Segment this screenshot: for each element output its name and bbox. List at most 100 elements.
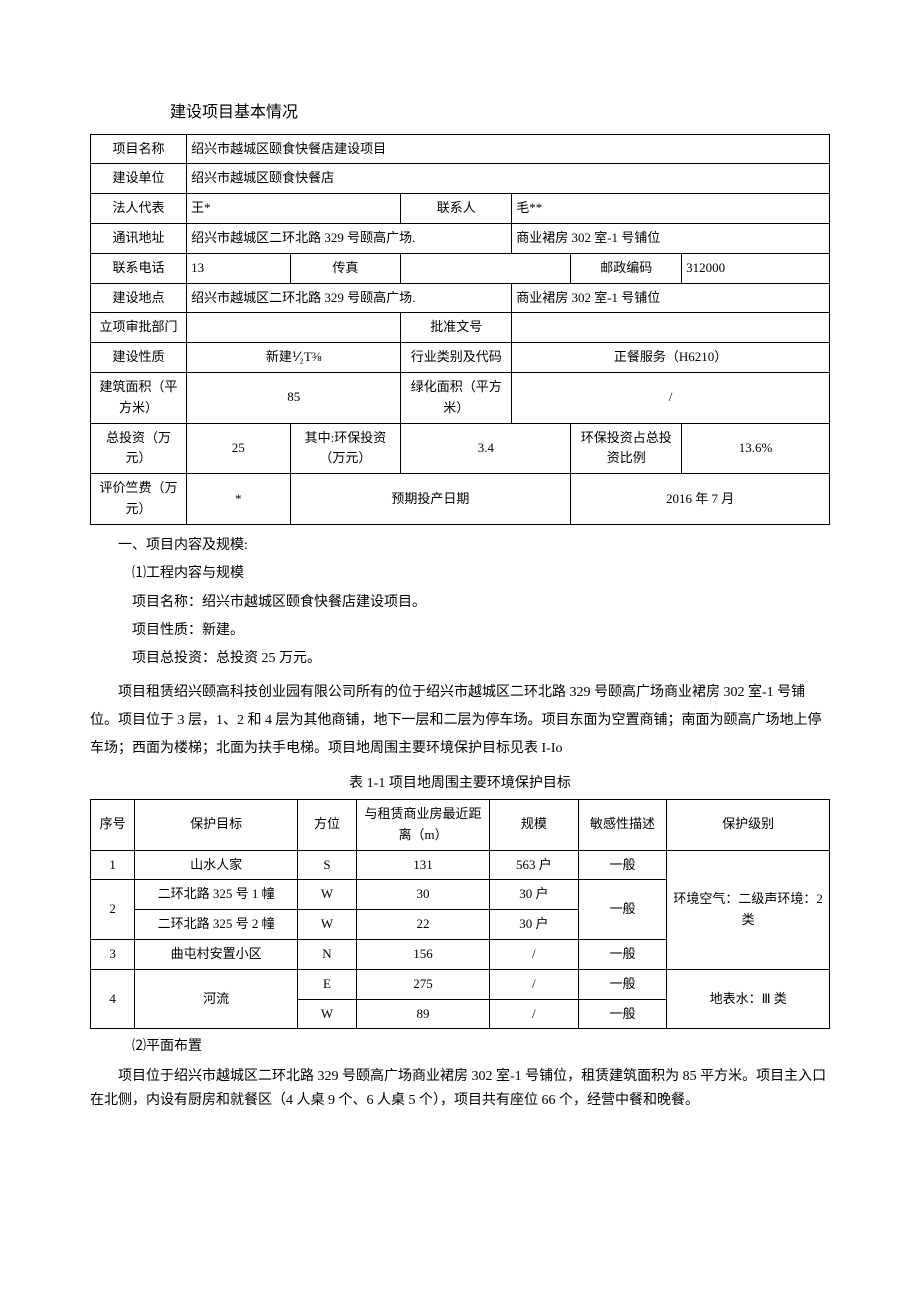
cell-value: 新建⅟₂T⅜ bbox=[187, 343, 401, 373]
cell-value: 毛** bbox=[512, 194, 830, 224]
td: W bbox=[297, 999, 356, 1029]
td: 一般 bbox=[578, 850, 667, 880]
table-row: 通讯地址 绍兴市越城区二环北路 329 号颐高广场. 商业裙房 302 室-1 … bbox=[91, 223, 830, 253]
cell-value: 绍兴市越城区二环北路 329 号颐高广场. bbox=[187, 223, 512, 253]
td: 4 bbox=[91, 969, 135, 1029]
td: 131 bbox=[357, 850, 490, 880]
td: 1 bbox=[91, 850, 135, 880]
td: 30 户 bbox=[490, 910, 579, 940]
th: 与租赁商业房最近距离（m） bbox=[357, 800, 490, 851]
table-row: 建设性质 新建⅟₂T⅜ 行业类别及代码 正餐服务（H6210） bbox=[91, 343, 830, 373]
cell-label: 评价竺费（万元） bbox=[91, 474, 187, 525]
body-para: 项目名称：绍兴市越城区颐食快餐店建设项目。 bbox=[90, 592, 830, 614]
cell-label: 行业类别及代码 bbox=[401, 343, 512, 373]
table-row: 总投资（万元） 25 其中:环保投资（万元） 3.4 环保投资占总投资比例 13… bbox=[91, 423, 830, 474]
cell-value: 3.4 bbox=[401, 423, 571, 474]
td: 275 bbox=[357, 969, 490, 999]
protection-targets-table: 序号 保护目标 方位 与租赁商业房最近距离（m） 规模 敏感性描述 保护级别 1… bbox=[90, 799, 830, 1029]
cell-label: 建设性质 bbox=[91, 343, 187, 373]
table-row: 法人代表 王* 联系人 毛** bbox=[91, 194, 830, 224]
cell-label: 联系人 bbox=[401, 194, 512, 224]
td: 一般 bbox=[578, 940, 667, 970]
cell-label: 项目名称 bbox=[91, 134, 187, 164]
cell-value: 绍兴市越城区颐食快餐店 bbox=[187, 164, 830, 194]
td: 22 bbox=[357, 910, 490, 940]
cell-value: 13.6% bbox=[682, 423, 830, 474]
td: / bbox=[490, 940, 579, 970]
table-row: 建设地点 绍兴市越城区二环北路 329 号颐高广场. 商业裙房 302 室-1 … bbox=[91, 283, 830, 313]
cell-label: 通讯地址 bbox=[91, 223, 187, 253]
table-row: 立项审批部门 批准文号 bbox=[91, 313, 830, 343]
cell-label: 预期投产日期 bbox=[290, 474, 571, 525]
cell-value bbox=[401, 253, 571, 283]
td: 一般 bbox=[578, 880, 667, 940]
table-row: 1 山水人家 S 131 563 户 一般 环境空气：二级声环境：2 类 bbox=[91, 850, 830, 880]
basic-info-table: 项目名称 绍兴市越城区颐食快餐店建设项目 建设单位 绍兴市越城区颐食快餐店 法人… bbox=[90, 134, 830, 525]
th: 敏感性描述 bbox=[578, 800, 667, 851]
body-para: ⑴工程内容与规模 bbox=[90, 563, 830, 585]
cell-value: 正餐服务（H6210） bbox=[512, 343, 830, 373]
cell-value bbox=[187, 313, 401, 343]
cell-label: 批准文号 bbox=[401, 313, 512, 343]
table-row: 建筑面积（平方米） 85 绿化面积（平方米） / bbox=[91, 372, 830, 423]
th: 方位 bbox=[297, 800, 356, 851]
td: 563 户 bbox=[490, 850, 579, 880]
body-para: 项目租赁绍兴颐高科技创业园有限公司所有的位于绍兴市越城区二环北路 329 号颐高… bbox=[90, 679, 830, 763]
td: N bbox=[297, 940, 356, 970]
cell-value: 85 bbox=[187, 372, 401, 423]
td: 一般 bbox=[578, 969, 667, 999]
table-row: 项目名称 绍兴市越城区颐食快餐店建设项目 bbox=[91, 134, 830, 164]
cell-label: 立项审批部门 bbox=[91, 313, 187, 343]
cell-label: 建设单位 bbox=[91, 164, 187, 194]
cell-value: 商业裙房 302 室-1 号铺位 bbox=[512, 223, 830, 253]
td: 2 bbox=[91, 880, 135, 940]
td: E bbox=[297, 969, 356, 999]
td: 3 bbox=[91, 940, 135, 970]
body-para: 项目性质：新建。 bbox=[90, 620, 830, 642]
cell-label: 法人代表 bbox=[91, 194, 187, 224]
td: 二环北路 325 号 2 幢 bbox=[135, 910, 298, 940]
section-heading: 一、项目内容及规模: bbox=[90, 535, 830, 557]
cell-label: 其中:环保投资（万元） bbox=[290, 423, 401, 474]
th: 保护目标 bbox=[135, 800, 298, 851]
cell-value: 25 bbox=[187, 423, 290, 474]
cell-value: 绍兴市越城区颐食快餐店建设项目 bbox=[187, 134, 830, 164]
cell-label: 环保投资占总投资比例 bbox=[571, 423, 682, 474]
td: 89 bbox=[357, 999, 490, 1029]
cell-label: 联系电话 bbox=[91, 253, 187, 283]
cell-label: 建设地点 bbox=[91, 283, 187, 313]
td: 30 户 bbox=[490, 880, 579, 910]
cell-label: 邮政编码 bbox=[571, 253, 682, 283]
td: 环境空气：二级声环境：2 类 bbox=[667, 850, 830, 969]
cell-label: 总投资（万元） bbox=[91, 423, 187, 474]
td: 山水人家 bbox=[135, 850, 298, 880]
cell-label: 绿化面积（平方米） bbox=[401, 372, 512, 423]
td: 30 bbox=[357, 880, 490, 910]
foot-para: 项目位于绍兴市越城区二环北路 329 号颐高广场商业裙房 302 室-1 号铺位… bbox=[90, 1065, 830, 1113]
td: W bbox=[297, 880, 356, 910]
td: / bbox=[490, 969, 579, 999]
td: W bbox=[297, 910, 356, 940]
cell-label: 传真 bbox=[290, 253, 401, 283]
cell-value: 商业裙房 302 室-1 号铺位 bbox=[512, 283, 830, 313]
td: 曲屯村安置小区 bbox=[135, 940, 298, 970]
cell-value: 2016 年 7 月 bbox=[571, 474, 830, 525]
table-header-row: 序号 保护目标 方位 与租赁商业房最近距离（m） 规模 敏感性描述 保护级别 bbox=[91, 800, 830, 851]
cell-value: 13 bbox=[187, 253, 290, 283]
td: 地表水：Ⅲ 类 bbox=[667, 969, 830, 1029]
table-row: 联系电话 13 传真 邮政编码 312000 bbox=[91, 253, 830, 283]
cell-label: 建筑面积（平方米） bbox=[91, 372, 187, 423]
th: 规模 bbox=[490, 800, 579, 851]
td: 二环北路 325 号 1 幢 bbox=[135, 880, 298, 910]
td: S bbox=[297, 850, 356, 880]
table-row: 建设单位 绍兴市越城区颐食快餐店 bbox=[91, 164, 830, 194]
td: 156 bbox=[357, 940, 490, 970]
foot-para: ⑵平面布置 bbox=[90, 1035, 830, 1059]
td: / bbox=[490, 999, 579, 1029]
cell-value: / bbox=[512, 372, 830, 423]
table-caption: 表 1-1 项目地周围主要环境保护目标 bbox=[90, 773, 830, 795]
table-row: 4 河流 E 275 / 一般 地表水：Ⅲ 类 bbox=[91, 969, 830, 999]
th: 保护级别 bbox=[667, 800, 830, 851]
cell-value: 312000 bbox=[682, 253, 830, 283]
body-para: 项目总投资：总投资 25 万元。 bbox=[90, 648, 830, 670]
